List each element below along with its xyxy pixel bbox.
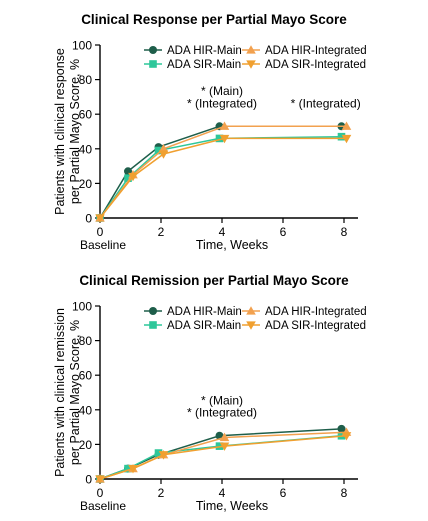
x-tick-label: 0 (97, 225, 104, 239)
annotation: * (Integrated) (291, 96, 361, 110)
data-point (154, 449, 163, 457)
data-point (128, 172, 138, 182)
y-tick-label: 40 (79, 403, 93, 417)
legend-marker (149, 60, 157, 68)
y-tick-label: 0 (85, 212, 92, 226)
series-line (99, 435, 342, 480)
y-tick-label: 80 (79, 73, 93, 87)
series-ada-sir-integrated (95, 134, 352, 223)
data-point (219, 432, 230, 442)
legend-label: ADA SIR-Integrated (265, 59, 366, 71)
legend: ADA HIR-Main ADA SIR-Main ADA HIR-Integrat… (144, 306, 367, 332)
data-point (158, 144, 169, 153)
y-tick-label: 20 (79, 177, 93, 191)
y-axis-title-line: per Partial Mayo Score, % (68, 59, 82, 204)
legend-marker (149, 46, 157, 54)
legend-label: ADA SIR-Main (167, 59, 241, 71)
y-axis-title-line: Patients with clinical response (53, 48, 67, 215)
data-point (158, 451, 169, 460)
legend-marker (246, 60, 256, 69)
x-tick-label: 2 (158, 225, 165, 239)
chart-title: Clinical Remission per Partial Mayo Scor… (79, 273, 349, 288)
annotation: * (Main) (201, 84, 243, 98)
data-point (341, 121, 352, 130)
x-axis-title: Time, Weeks (196, 499, 268, 513)
legend-label: ADA HIR-Integrated (265, 306, 367, 318)
x-tick-label: 0 (97, 486, 104, 500)
chart-title: Clinical Response per Partial Mayo Score (81, 12, 347, 27)
data-point (154, 146, 163, 155)
clinical-response-chart: Clinical Response per Partial Mayo Score… (0, 0, 428, 260)
data-point (95, 475, 105, 484)
data-point (337, 424, 346, 433)
y-tick-label: 100 (72, 39, 92, 53)
legend: ADA HIR-Main ADA SIR-Main ADA HIR-Integrat… (144, 45, 367, 71)
legend-marker (246, 321, 256, 330)
baseline-label: Baseline (80, 499, 126, 513)
data-point (124, 174, 132, 183)
series-ada-sir-integrated (95, 432, 352, 484)
y-tick-label: 100 (72, 300, 92, 314)
data-point (219, 134, 230, 144)
legend-marker (149, 307, 157, 315)
data-point (128, 465, 138, 474)
x-tick-label: 4 (219, 486, 226, 500)
x-tick-label: 6 (280, 225, 287, 239)
legend-label: ADA HIR-Main (167, 45, 242, 57)
annotation: * (Integrated) (187, 96, 257, 110)
y-tick-label: 60 (79, 369, 93, 383)
y-tick-label: 60 (79, 108, 93, 122)
x-tick-label: 2 (158, 486, 165, 500)
x-tick-label: 8 (341, 225, 348, 239)
data-point (341, 134, 352, 144)
legend-label: ADA SIR-Integrated (265, 320, 366, 332)
clinical-remission-chart: Clinical Remission per Partial Mayo Scor… (0, 261, 428, 521)
data-point (341, 432, 352, 441)
legend-label: ADA SIR-Main (167, 320, 241, 332)
y-axis-title-line: Patients with clinical remission (53, 308, 67, 477)
data-point (337, 132, 346, 141)
data-point (215, 134, 224, 143)
legend-marker (149, 321, 157, 329)
y-axis-title-line: per Partial Mayo Score, % (68, 320, 82, 465)
annotation: * (Main) (201, 394, 243, 408)
clinical-response-plot: 0 20 40 60 80 100 0 2 4 6 8 Baseline Time, Weeks Pati… (53, 39, 367, 253)
legend-marker (246, 306, 256, 315)
y-axis-title: Patients with clinical responseper Parti… (53, 48, 82, 215)
baseline-label: Baseline (80, 238, 126, 252)
legend-marker (246, 45, 256, 54)
data-point (219, 121, 230, 130)
data-point (124, 464, 132, 473)
data-point (95, 214, 105, 223)
y-tick-label: 20 (79, 438, 93, 452)
annotation: * (Integrated) (187, 406, 257, 420)
data-point (158, 150, 169, 159)
series-ada-hir-integrated (95, 427, 352, 483)
x-tick-label: 4 (219, 225, 226, 239)
y-tick-label: 40 (79, 142, 93, 156)
legend-label: ADA HIR-Integrated (265, 45, 367, 57)
y-tick-label: 80 (79, 334, 93, 348)
x-tick-label: 8 (341, 486, 348, 500)
x-tick-label: 6 (280, 486, 287, 500)
x-axis-title: Time, Weeks (196, 238, 268, 252)
data-point (219, 442, 230, 451)
clinical-remission-plot: 0 20 40 60 80 100 0 2 4 6 8 Baseline Time, Weeks Pati… (53, 300, 367, 514)
y-tick-label: 0 (85, 473, 92, 487)
y-axis-title: Patients with clinical remissionper Part… (53, 308, 82, 477)
series-line (99, 435, 347, 480)
legend-label: ADA HIR-Main (167, 306, 242, 318)
